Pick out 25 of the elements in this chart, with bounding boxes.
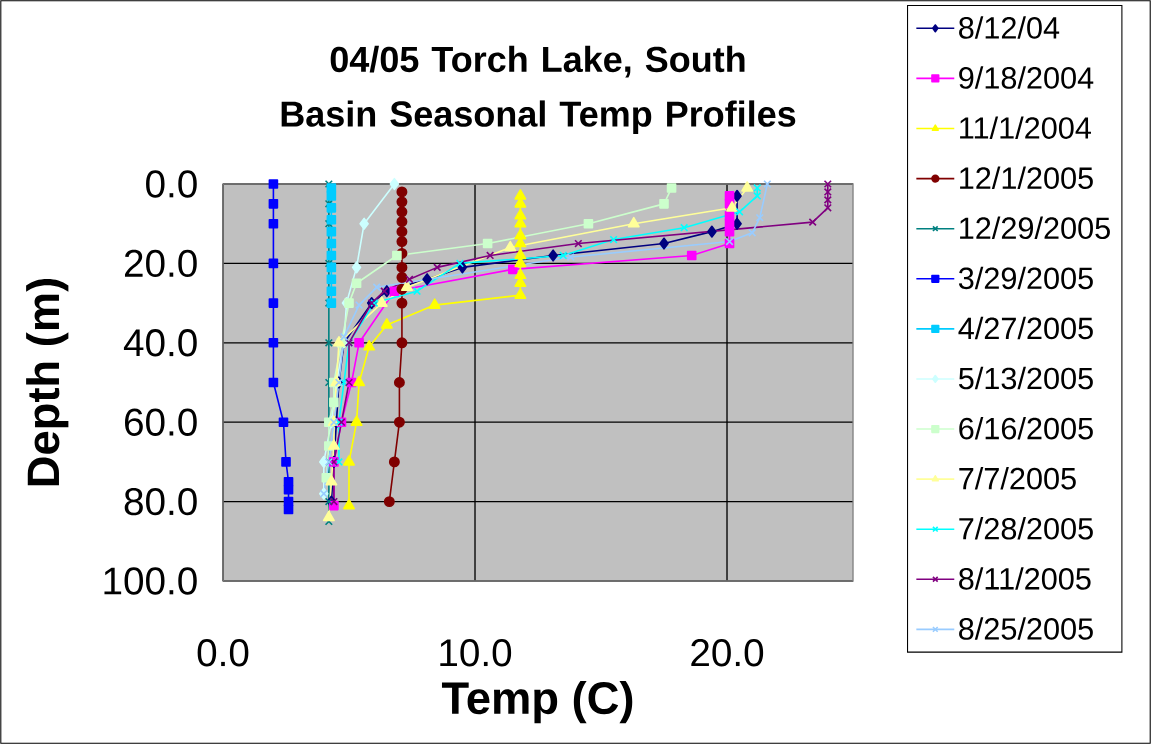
legend-label: 6/16/2005 <box>959 416 1093 440</box>
legend-label: 5/13/2005 <box>958 366 1093 390</box>
legend-label: 12/29/2005 <box>960 216 1110 240</box>
legend-label: 9/18/2004 <box>959 66 1094 89</box>
y-tick-label: 0.0 <box>146 170 197 198</box>
y-tick-label: 100.0 <box>104 567 197 595</box>
y-tick-label: 60.0 <box>125 408 197 436</box>
legend-label: 8/11/2005 <box>959 567 1091 590</box>
legend-label: 12/1/2005 <box>960 166 1093 189</box>
x-axis-title: Temp (C) <box>441 680 633 724</box>
legend-label: 11/1/2004 <box>960 116 1091 139</box>
x-tick-label: 0.0 <box>197 639 249 667</box>
y-axis-title: Depth (m) <box>26 279 69 486</box>
legend-label: 7/7/2005 <box>959 466 1076 490</box>
legend-label: 7/28/2005 <box>959 517 1093 540</box>
x-tick-label: 20.0 <box>691 639 764 667</box>
x-tick-label: 10.0 <box>440 639 512 667</box>
legend-label: 4/27/2005 <box>958 316 1093 340</box>
y-tick-label: 80.0 <box>124 487 197 516</box>
y-tick-label: 40.0 <box>123 329 197 357</box>
legend-label: 8/25/2005 <box>959 617 1093 640</box>
y-tick-label: 20.0 <box>124 249 197 278</box>
legend-label: 8/12/04 <box>959 16 1060 39</box>
chart-title: 04/05 Torch Lake, South Basin Seasonal Temp Profiles <box>281 45 796 134</box>
legend-label: 3/29/2005 <box>958 266 1093 290</box>
